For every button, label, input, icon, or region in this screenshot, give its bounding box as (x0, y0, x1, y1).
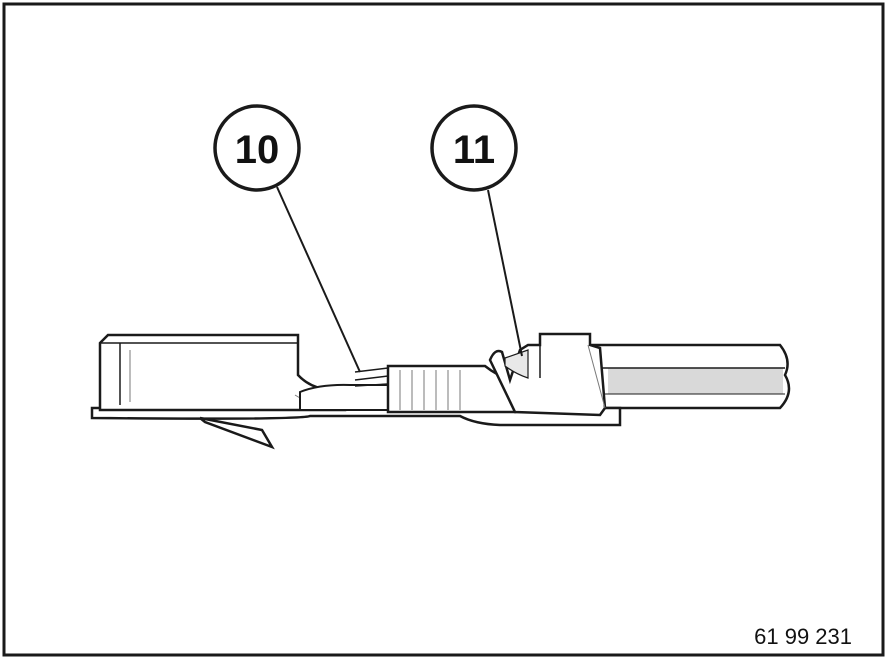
locking-lance (199, 416, 275, 450)
callout-10-label: 10 (235, 128, 280, 172)
wire-cable (588, 343, 791, 410)
callout-11-leader (487, 189, 523, 357)
callout-10: 10 (213, 104, 301, 192)
callout-11-circle (430, 104, 518, 192)
callout-10-leader (276, 186, 361, 373)
figure-number: 61 99 231 (754, 624, 852, 649)
conductor-neck (299, 367, 389, 411)
callout-11: 11 (430, 104, 518, 192)
insulation-crimp (488, 332, 607, 417)
callout-10-circle (213, 104, 301, 192)
callout-11-label: 11 (453, 128, 495, 172)
wire-shading (608, 368, 783, 394)
